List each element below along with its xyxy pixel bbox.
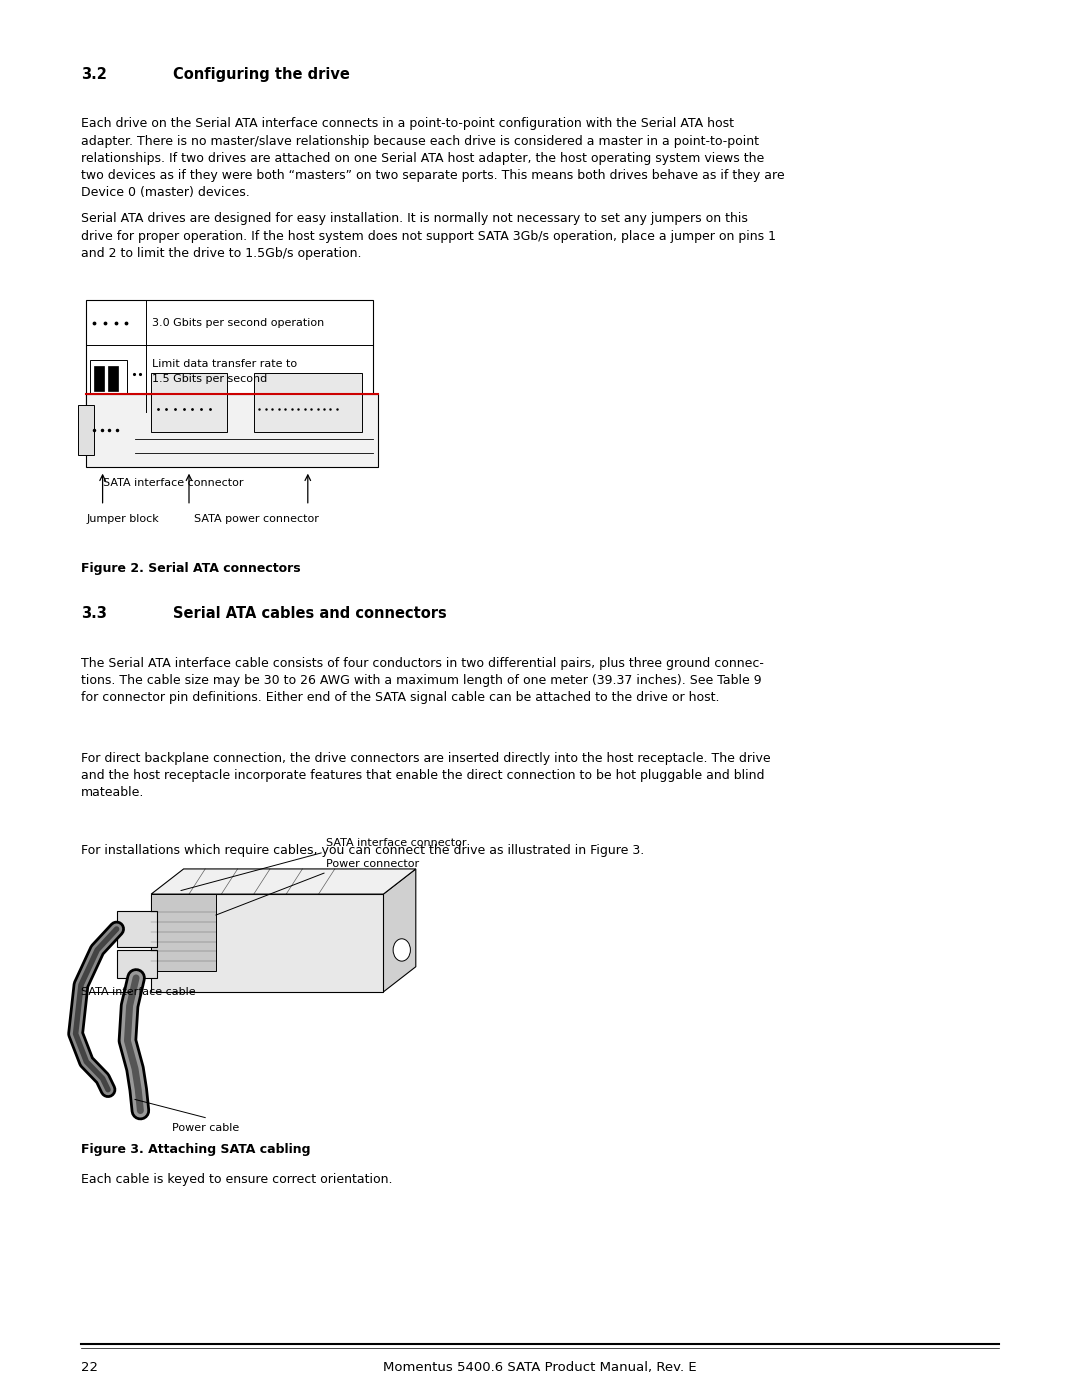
Text: Figure 3. Attaching SATA cabling: Figure 3. Attaching SATA cabling [81,1143,311,1155]
Text: The Serial ATA interface cable consists of four conductors in two differential p: The Serial ATA interface cable consists … [81,657,764,704]
Polygon shape [151,869,416,894]
Bar [86,300,373,412]
Text: Serial ATA drives are designed for easy installation. It is normally not necessa: Serial ATA drives are designed for easy … [81,212,777,260]
Text: Power cable: Power cable [172,1123,239,1133]
Polygon shape [151,894,216,971]
Text: Each drive on the Serial ATA interface connects in a point-to-point configuratio: Each drive on the Serial ATA interface c… [81,117,785,200]
Text: Serial ATA cables and connectors: Serial ATA cables and connectors [173,606,446,622]
Bar [90,360,127,397]
Polygon shape [117,911,157,947]
Circle shape [393,939,410,961]
Text: SATA interface connector: SATA interface connector [326,838,467,848]
Text: 3.0 Gbits per second operation: 3.0 Gbits per second operation [152,317,324,328]
Bar [86,394,378,467]
Bar [94,366,104,391]
Text: 3.2: 3.2 [81,67,107,82]
Text: 1.5 Gbits per second: 1.5 Gbits per second [152,373,268,384]
Text: Each cable is keyed to ensure correct orientation.: Each cable is keyed to ensure correct or… [81,1173,392,1186]
Text: Configuring the drive: Configuring the drive [173,67,350,82]
Text: For direct backplane connection, the drive connectors are inserted directly into: For direct backplane connection, the dri… [81,752,771,799]
Text: SATA interface connector: SATA interface connector [103,478,243,488]
Text: Momentus 5400.6 SATA Product Manual, Rev. E: Momentus 5400.6 SATA Product Manual, Rev… [383,1361,697,1373]
Text: Jumper block: Jumper block [86,514,159,524]
Text: 22: 22 [81,1361,98,1373]
Text: SATA interface cable: SATA interface cable [81,986,195,997]
Polygon shape [117,950,157,978]
Text: 3.3: 3.3 [81,606,107,622]
Bar [108,366,118,391]
Polygon shape [383,869,416,992]
Text: SATA power connector: SATA power connector [194,514,320,524]
Text: Figure 2. Serial ATA connectors: Figure 2. Serial ATA connectors [81,562,300,574]
Text: Limit data transfer rate to: Limit data transfer rate to [152,359,297,369]
Polygon shape [151,894,383,992]
Text: Power connector: Power connector [326,859,419,869]
Bar [151,373,227,432]
Text: For installations which require cables, you can connect the drive as illustrated: For installations which require cables, … [81,844,645,856]
Bar [78,405,94,455]
Bar [254,373,362,432]
